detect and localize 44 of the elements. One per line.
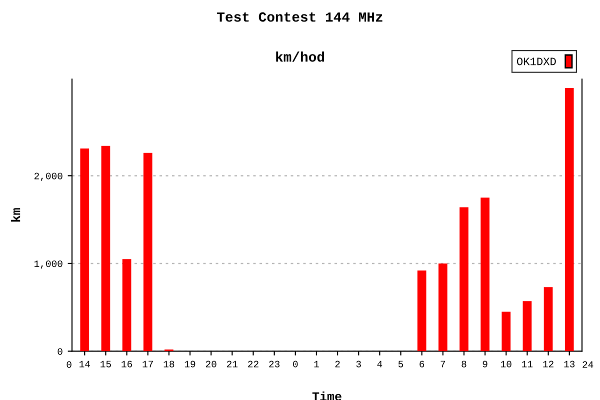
x-tick-label: 15 (100, 360, 111, 368)
x-tick-label: 10 (501, 360, 512, 368)
bar (502, 312, 511, 352)
bar (522, 301, 532, 352)
y-axis-title: km (11, 208, 20, 222)
x-tick-label: 7 (440, 360, 446, 368)
bar (438, 263, 448, 352)
bar (564, 88, 574, 352)
x-tick-label: 13 (564, 360, 575, 368)
x-tick-label: 19 (184, 360, 196, 368)
x-tick-label: 22 (248, 360, 258, 368)
text: 24 (582, 361, 594, 368)
x-tick-label: 20 (206, 360, 216, 368)
x-tick-label: 21 (227, 360, 238, 368)
x-tick-label: 9 (482, 360, 488, 368)
bar (122, 259, 132, 352)
y-tick-label: 2,000 (34, 172, 62, 181)
y-tick-label: 1,000 (34, 260, 62, 269)
x-tick-label: 12 (543, 360, 554, 368)
bar (101, 146, 110, 352)
chart-subtitle: km/hod (276, 52, 324, 62)
x-tick-label: 18 (164, 360, 174, 368)
x-tick-label: 23 (269, 360, 280, 368)
bar (460, 207, 468, 352)
y-tick-label: 0 (58, 348, 62, 355)
x-tick-label: 8 (462, 360, 466, 368)
x-tick-label: 14 (80, 360, 90, 368)
bar (80, 148, 90, 352)
bar (480, 198, 490, 352)
bar (417, 270, 426, 352)
x-tick-label: 6 (420, 360, 424, 368)
bar (143, 152, 152, 352)
x-tick-label: 0 (293, 360, 298, 368)
x-tick-label: 11 (522, 360, 533, 368)
bar (544, 287, 553, 352)
legend-label: OK1DXD (516, 58, 556, 66)
chart-title: Test Contest 144 MHz (217, 12, 382, 22)
x-tick-label: 16 (122, 360, 132, 368)
x-tick-label: 3 (356, 360, 361, 368)
x-tick-label: 5 (398, 360, 404, 368)
x-tick-label: 17 (142, 360, 153, 368)
x-tick-label: 4 (377, 360, 382, 368)
x-tick-label: 2 (335, 360, 340, 368)
x-tick-label: 1 (314, 360, 319, 368)
